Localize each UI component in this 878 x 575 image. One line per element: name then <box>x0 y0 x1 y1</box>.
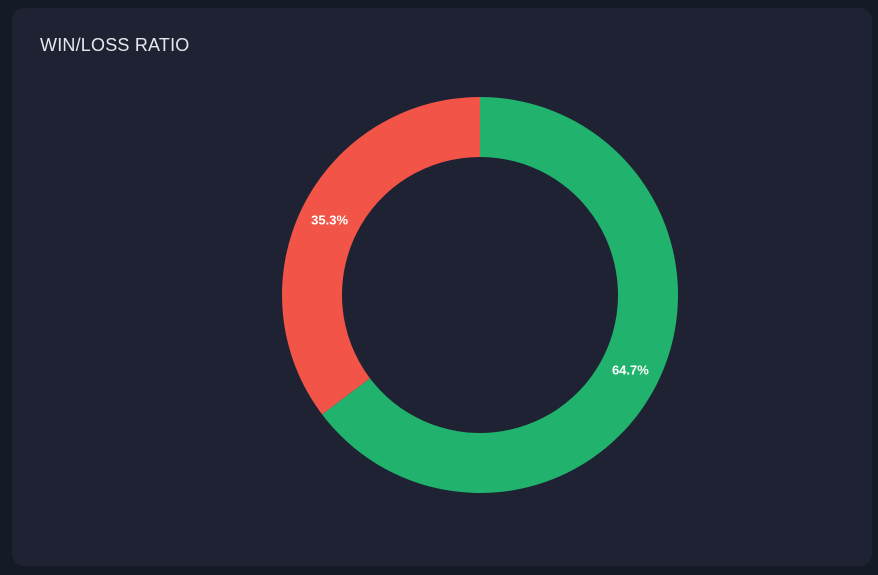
donut-slice-label-0: 64.7% <box>612 362 649 377</box>
card-title: WIN/LOSS RATIO <box>40 35 190 55</box>
donut-slice-1[interactable] <box>282 97 480 415</box>
win-loss-card: WIN/LOSS RATIO 64.7% 35.3% <box>12 8 872 566</box>
donut-slice-label-1: 35.3% <box>311 213 348 228</box>
donut-slices <box>282 97 678 493</box>
donut-chart: 64.7% 35.3% <box>282 97 678 493</box>
donut-slice-0[interactable] <box>322 97 678 493</box>
donut-labels: 64.7% 35.3% <box>311 213 649 378</box>
